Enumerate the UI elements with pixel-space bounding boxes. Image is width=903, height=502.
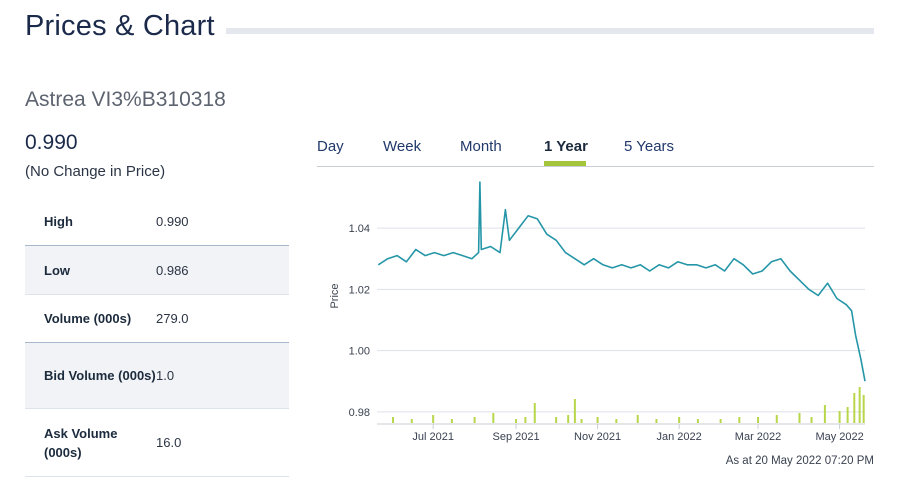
as-at-timestamp: As at 20 May 2022 07:20 PM: [725, 455, 874, 467]
stat-label: Ask Volume (000s): [44, 425, 118, 460]
volume-bar: [573, 399, 576, 423]
page-title: Prices & Chart: [25, 10, 215, 42]
volume-bar: [846, 407, 849, 423]
price-chart: 1.04 1.02 1.00 0.98 Jul 2021 Sep 2021 Nov 202…: [329, 181, 866, 443]
price-line: [377, 181, 866, 382]
security-name: Astrea VI3%B310318: [25, 88, 226, 111]
volume-bar: [696, 419, 699, 423]
stat-label: High: [44, 213, 73, 229]
stat-value: 279.0: [156, 311, 189, 326]
volume-bar: [823, 405, 826, 423]
x-tick-label: Nov 2021: [574, 431, 621, 443]
y-axis-label: Price: [329, 283, 341, 308]
volume-bar: [410, 419, 413, 423]
volume-bar: [450, 419, 453, 423]
volume-bar: [596, 417, 599, 423]
y-tick-label: 1.00: [349, 346, 370, 358]
volume-bar: [533, 403, 536, 423]
x-tick-label: Jan 2022: [657, 431, 702, 443]
volume-bar: [524, 417, 527, 423]
x-axis-ticks: Jul 2021 Sep 2021 Nov 2021 Jan 2022 Mar 2022…: [412, 424, 864, 443]
volume-bar: [862, 395, 865, 423]
volume-bar: [655, 419, 658, 423]
volume-bar: [719, 419, 722, 423]
volume-bar: [392, 417, 395, 423]
stat-row-volume: Volume (000s) 279.0: [25, 295, 289, 343]
price-line-group: [377, 181, 866, 382]
y-tick-label: 0.98: [349, 407, 370, 419]
volume-bar: [555, 417, 558, 423]
volume-bar: [636, 415, 639, 423]
volume-bar: [858, 387, 861, 423]
x-tick-label: Jul 2021: [412, 431, 454, 443]
volume-bars: [392, 387, 865, 423]
tab-day[interactable]: Day: [317, 138, 344, 155]
stats-table: High 0.990 Low 0.986 Volume (000s) 279.0…: [25, 197, 289, 477]
x-tick-label: Sep 2021: [492, 431, 539, 443]
volume-bar: [432, 415, 435, 423]
tab-week[interactable]: Week: [383, 138, 422, 155]
stat-row-ask-volume: Ask Volume (000s) 16.0: [25, 409, 289, 477]
title-divider: [226, 28, 874, 34]
volume-bar: [757, 417, 760, 423]
stat-row-bid-volume: Bid Volume (000s) 1.0: [25, 343, 289, 409]
tab-5-years[interactable]: 5 Years: [624, 138, 675, 155]
volume-bar: [615, 419, 618, 423]
stat-label: Volume (000s): [44, 311, 132, 326]
stat-label: Bid Volume (000s): [44, 368, 156, 383]
price-change: (No Change in Price): [25, 163, 166, 180]
volume-bar: [838, 411, 841, 423]
stat-row-low: Low 0.986: [25, 246, 289, 295]
stat-value: 0.986: [156, 262, 189, 278]
x-tick-label: Mar 2022: [735, 431, 781, 443]
stat-label: Low: [44, 262, 70, 278]
tab-month[interactable]: Month: [460, 138, 502, 155]
volume-bar: [810, 417, 813, 423]
stat-value: 0.990: [156, 213, 189, 229]
chart-grid: [377, 227, 865, 425]
volume-bar: [853, 393, 856, 423]
volume-bar: [798, 413, 801, 423]
y-tick-label: 1.02: [349, 284, 370, 296]
x-tick-label: May 2022: [815, 431, 863, 443]
volume-bar: [515, 419, 518, 423]
stat-row-high: High 0.990: [25, 197, 289, 246]
last-price: 0.990: [25, 131, 78, 154]
volume-bar: [473, 417, 476, 423]
volume-bar: [738, 417, 741, 423]
tab-1-year[interactable]: 1 Year: [544, 138, 588, 155]
y-axis-ticks: 1.04 1.02 1.00 0.98: [349, 223, 370, 419]
stat-value: 16.0: [156, 435, 182, 450]
volume-bar: [678, 417, 681, 423]
volume-bar: [775, 415, 778, 423]
volume-bar: [567, 415, 570, 423]
period-tabs: Day Week Month 1 Year 5 Years: [317, 132, 874, 167]
volume-bar: [492, 413, 495, 423]
stat-value: 1.0: [156, 368, 175, 383]
y-tick-label: 1.04: [349, 223, 370, 235]
volume-bar: [580, 419, 583, 423]
active-tab-indicator: [544, 161, 586, 166]
